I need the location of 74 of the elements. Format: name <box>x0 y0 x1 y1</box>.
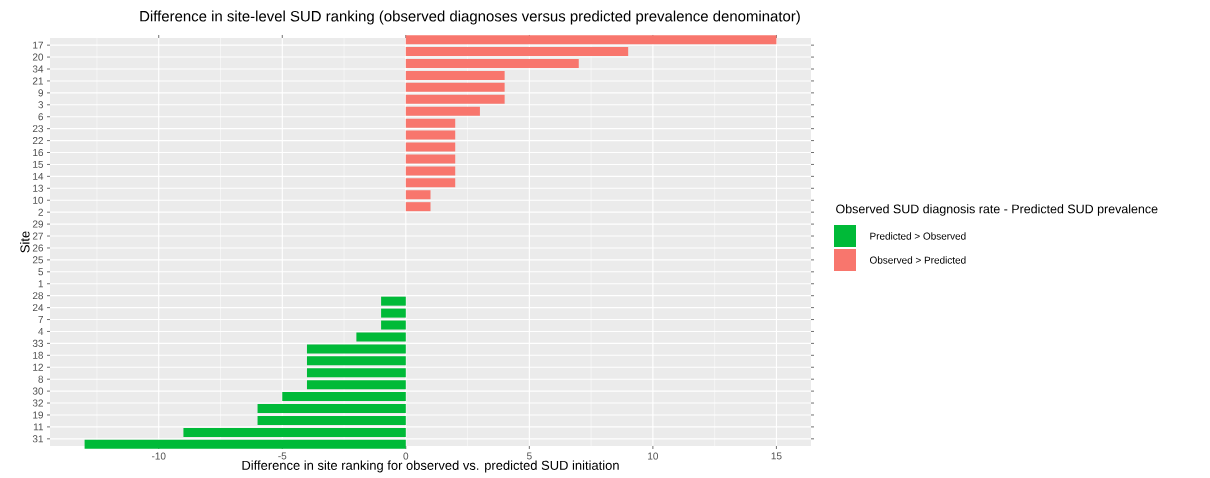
x-tick-label: -5 <box>278 452 287 460</box>
y-tick-label: 25 <box>32 256 44 264</box>
y-tick-label: 19 <box>33 411 44 419</box>
bar <box>405 70 505 80</box>
bar <box>257 415 406 425</box>
bar <box>405 94 505 104</box>
bar <box>405 35 777 45</box>
bar <box>183 427 406 437</box>
y-tick-label: 14 <box>33 172 44 180</box>
y-tick-label: 28 <box>32 292 44 300</box>
y-tick-label: 29 <box>32 220 44 228</box>
y-tick-label: 1 <box>38 280 44 288</box>
bar <box>405 82 505 92</box>
y-tick-label: 16 <box>33 148 44 157</box>
bar <box>405 47 629 57</box>
y-tick-label: 17 <box>33 41 43 49</box>
y-axis-title: Site <box>20 231 30 253</box>
y-tick-label: 34 <box>32 65 44 73</box>
bar <box>381 296 406 306</box>
y-tick-label: 23 <box>32 125 44 133</box>
x-tick-label: 15 <box>771 452 782 460</box>
y-tick-label: 11 <box>33 423 44 431</box>
x-tick-label: 5 <box>526 452 532 460</box>
x-tick-label: -10 <box>151 452 166 460</box>
x-axis-title: Difference in site ranking for observed vs. predicted SUD initiation <box>242 460 619 473</box>
chart-title: Difference in site-level SUD ranking (observed diagnoses versus predicted prevalence denominator) <box>140 10 800 25</box>
y-tick-label: 4 <box>38 328 44 335</box>
y-tick-label: 12 <box>33 363 43 371</box>
bar <box>405 142 456 152</box>
y-tick-label: 5 <box>38 268 44 276</box>
y-tick-label: 33 <box>32 339 44 347</box>
bar <box>257 404 406 414</box>
legend-label: Observed > Predicted <box>869 256 966 264</box>
bar <box>84 439 406 449</box>
bar <box>381 320 406 330</box>
y-tick-label: 24 <box>32 304 44 312</box>
y-tick-label: 3 <box>38 101 44 109</box>
y-tick-label: 2 <box>38 208 43 216</box>
bar <box>306 356 406 366</box>
bar <box>405 118 456 128</box>
y-tick-label: 26 <box>32 244 44 252</box>
bar <box>306 344 406 354</box>
y-tick-label: 21 <box>32 77 44 85</box>
bar <box>306 368 406 378</box>
bar <box>405 166 456 176</box>
y-tick-label: 10 <box>33 196 44 204</box>
bar <box>405 202 431 212</box>
y-tick-label: 8 <box>38 375 44 383</box>
bar <box>405 59 579 69</box>
y-tick-label: 13 <box>33 184 44 192</box>
bar <box>405 130 456 140</box>
bar <box>356 332 406 342</box>
x-tick-label: 10 <box>648 452 659 460</box>
bar <box>405 178 456 188</box>
bar <box>381 308 406 318</box>
y-tick-label: 18 <box>33 351 44 359</box>
bar <box>405 106 480 116</box>
y-tick-label: 6 <box>38 113 44 121</box>
y-tick-label: 27 <box>32 232 43 240</box>
x-tick-label: 0 <box>403 452 409 460</box>
legend-label: Predicted > Observed <box>870 232 966 240</box>
bar <box>405 154 456 164</box>
bar <box>282 392 406 402</box>
legend-title: Observed SUD diagnosis rate - Predicted SUD prevalence <box>836 204 1158 216</box>
bar <box>306 380 406 390</box>
bar <box>405 190 431 200</box>
y-tick-label: 20 <box>32 53 44 61</box>
y-tick-label: 15 <box>33 160 44 168</box>
y-tick-label: 32 <box>32 399 43 407</box>
y-tick-label: 7 <box>38 316 43 323</box>
y-tick-label: 22 <box>32 137 43 145</box>
y-tick-label: 30 <box>32 387 44 395</box>
y-tick-label: 31 <box>32 435 44 443</box>
y-tick-label: 9 <box>38 89 44 97</box>
